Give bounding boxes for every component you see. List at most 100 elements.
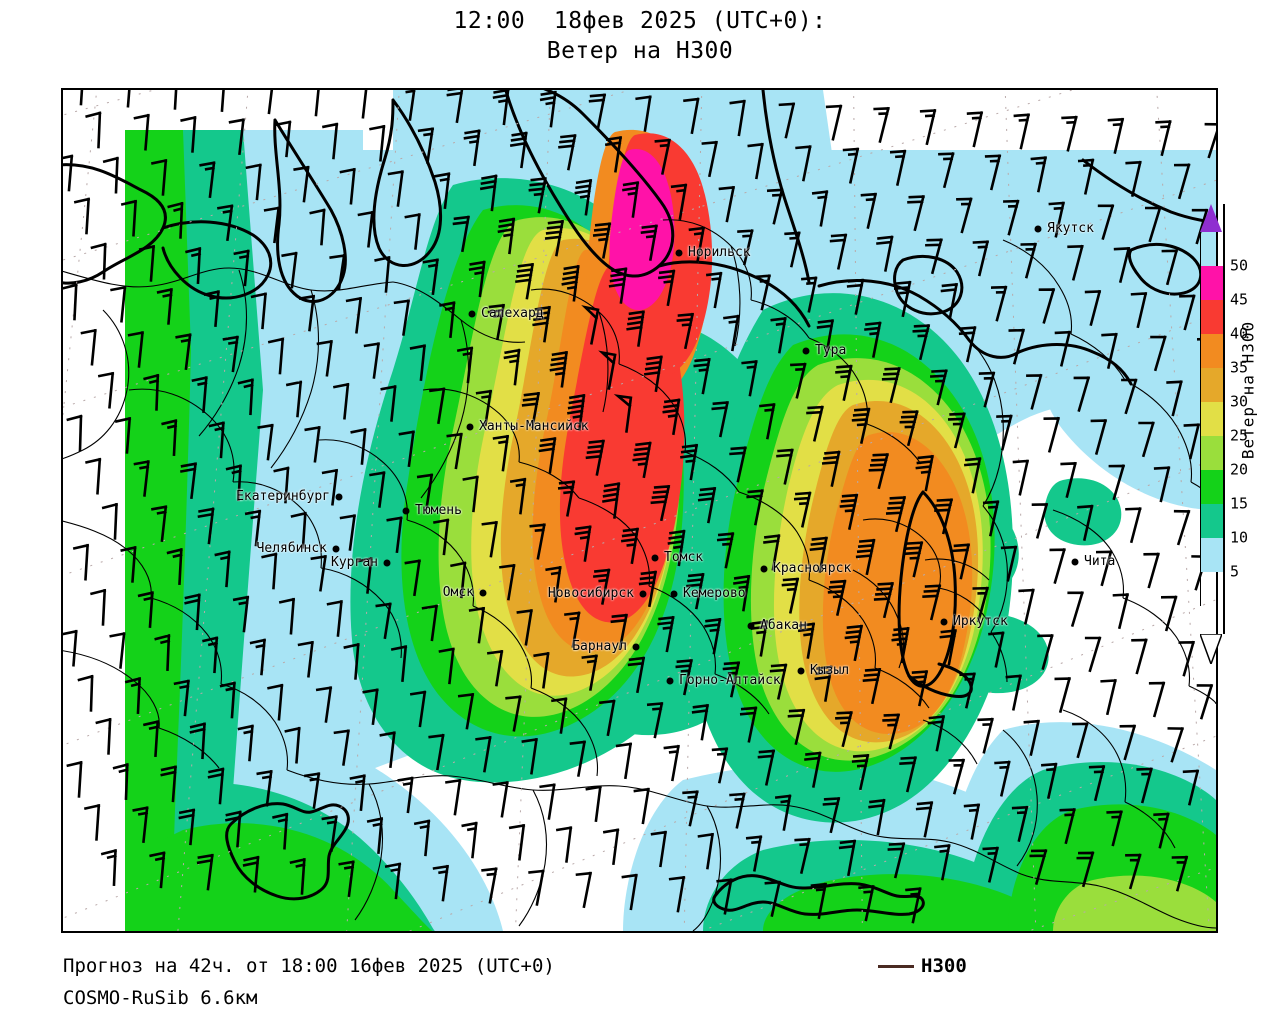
wind-barb: [421, 604, 438, 642]
wind-barb: [978, 371, 996, 408]
wind-barb: [934, 498, 954, 535]
wind-barb: [939, 629, 957, 666]
colorbar-tick-40: 40: [1230, 324, 1249, 343]
wind-barb: [1003, 199, 1020, 236]
wind-barb: [829, 233, 848, 270]
wind-barb: [691, 703, 709, 741]
wind-barb: [891, 626, 910, 664]
wind-barb: [120, 199, 138, 237]
wind-barb: [456, 346, 474, 384]
wind-barb: [203, 290, 220, 328]
wind-barb: [887, 842, 906, 879]
wind-barb: [499, 563, 516, 601]
wind-barb: [693, 357, 711, 395]
wind-barb: [63, 154, 74, 192]
wind-barb: [481, 520, 498, 558]
wind-barb: [990, 285, 1008, 322]
wind-barb: [429, 387, 446, 425]
wind-barb: [343, 642, 360, 680]
wind-barb: [810, 882, 828, 920]
wind-barb: [90, 588, 107, 626]
wind-barb: [972, 240, 990, 277]
wind-barb: [621, 873, 638, 911]
wind-barb: [1012, 459, 1030, 496]
wind-barb: [225, 464, 243, 502]
model-name: COSMO-RuSib: [63, 987, 189, 1009]
wind-barb: [899, 756, 917, 793]
colorbar-band: [1201, 300, 1223, 334]
wind-barb: [349, 774, 366, 812]
wind-barb: [729, 99, 746, 137]
wind-field-plot: [63, 90, 1216, 931]
city-dot: [332, 545, 340, 553]
wind-barb: [1067, 591, 1084, 628]
model-resolution: 6.6км: [200, 987, 258, 1009]
wind-barb: [569, 740, 587, 777]
wind-barb: [156, 287, 173, 325]
wind-barb: [293, 165, 310, 203]
wind-barb: [439, 301, 456, 339]
wind-barb: [497, 217, 516, 255]
wind-barb: [1131, 638, 1148, 675]
wind-barb: [207, 767, 225, 805]
wind-barb: [178, 808, 196, 846]
city-name: Томск: [664, 550, 704, 566]
colorbar-band: [1201, 368, 1223, 402]
wind-barb: [855, 538, 876, 576]
wind-barb: [492, 90, 510, 126]
wind-barb: [316, 340, 333, 377]
wind-barb: [100, 849, 118, 886]
wind-barb: [97, 371, 115, 409]
colorbar-underflow-arrow: [1198, 633, 1224, 667]
wind-barb: [66, 414, 83, 452]
wind-barb: [112, 763, 129, 800]
wind-barb: [835, 711, 853, 748]
wind-barb: [487, 303, 506, 341]
wind-barb: [446, 432, 463, 470]
wind-barb: [289, 857, 306, 895]
wind-barb: [384, 862, 402, 900]
colorbar-band: [1201, 538, 1223, 572]
wind-barb: [390, 645, 408, 683]
wind-barb: [745, 835, 763, 872]
wind-barb: [166, 548, 183, 585]
wind-barb: [1160, 595, 1178, 632]
wind-barb: [575, 871, 593, 909]
wind-barb: [196, 853, 214, 891]
wind-barb: [310, 555, 327, 592]
colorbar-band: [1201, 436, 1223, 470]
wind-barb: [809, 536, 828, 573]
weather-map[interactable]: Якутск Норильск Салехард Тура Ханты-Мансийск…: [61, 88, 1218, 933]
wind-barb: [397, 776, 414, 814]
wind-barb: [126, 90, 131, 108]
colorbar-band: [1201, 334, 1223, 368]
wind-barb: [564, 611, 581, 648]
wind-barb: [806, 405, 824, 442]
wind-barb: [680, 443, 699, 481]
wind-barb: [574, 525, 592, 562]
wind-barb: [778, 102, 796, 139]
wind-barb: [549, 351, 568, 388]
wind-barb: [281, 251, 298, 289]
wind-barb: [770, 317, 787, 354]
wind-barb: [966, 111, 984, 148]
wind-barb: [539, 90, 557, 128]
wind-barb: [173, 679, 190, 717]
wind-barb: [528, 177, 547, 214]
wind-barb: [1167, 726, 1185, 763]
city-name: Кызыл: [810, 663, 850, 679]
wind-barb: [613, 394, 633, 433]
wind-barb: [409, 690, 427, 728]
wind-barb: [398, 430, 415, 468]
city-name: Норильск: [688, 245, 751, 261]
wind-barb: [1011, 805, 1029, 842]
city-dot: [1034, 225, 1042, 233]
wind-barb: [839, 493, 859, 530]
wind-barb: [272, 812, 289, 850]
wind-barb: [663, 744, 680, 782]
wind-barb: [529, 523, 546, 560]
wind-barb: [851, 407, 871, 444]
wind-barb: [545, 566, 562, 603]
footer: Прогноз на 42ч. от 18:00 16фев 2025 (UTC…: [63, 950, 1263, 1014]
wind-barb: [838, 839, 857, 877]
